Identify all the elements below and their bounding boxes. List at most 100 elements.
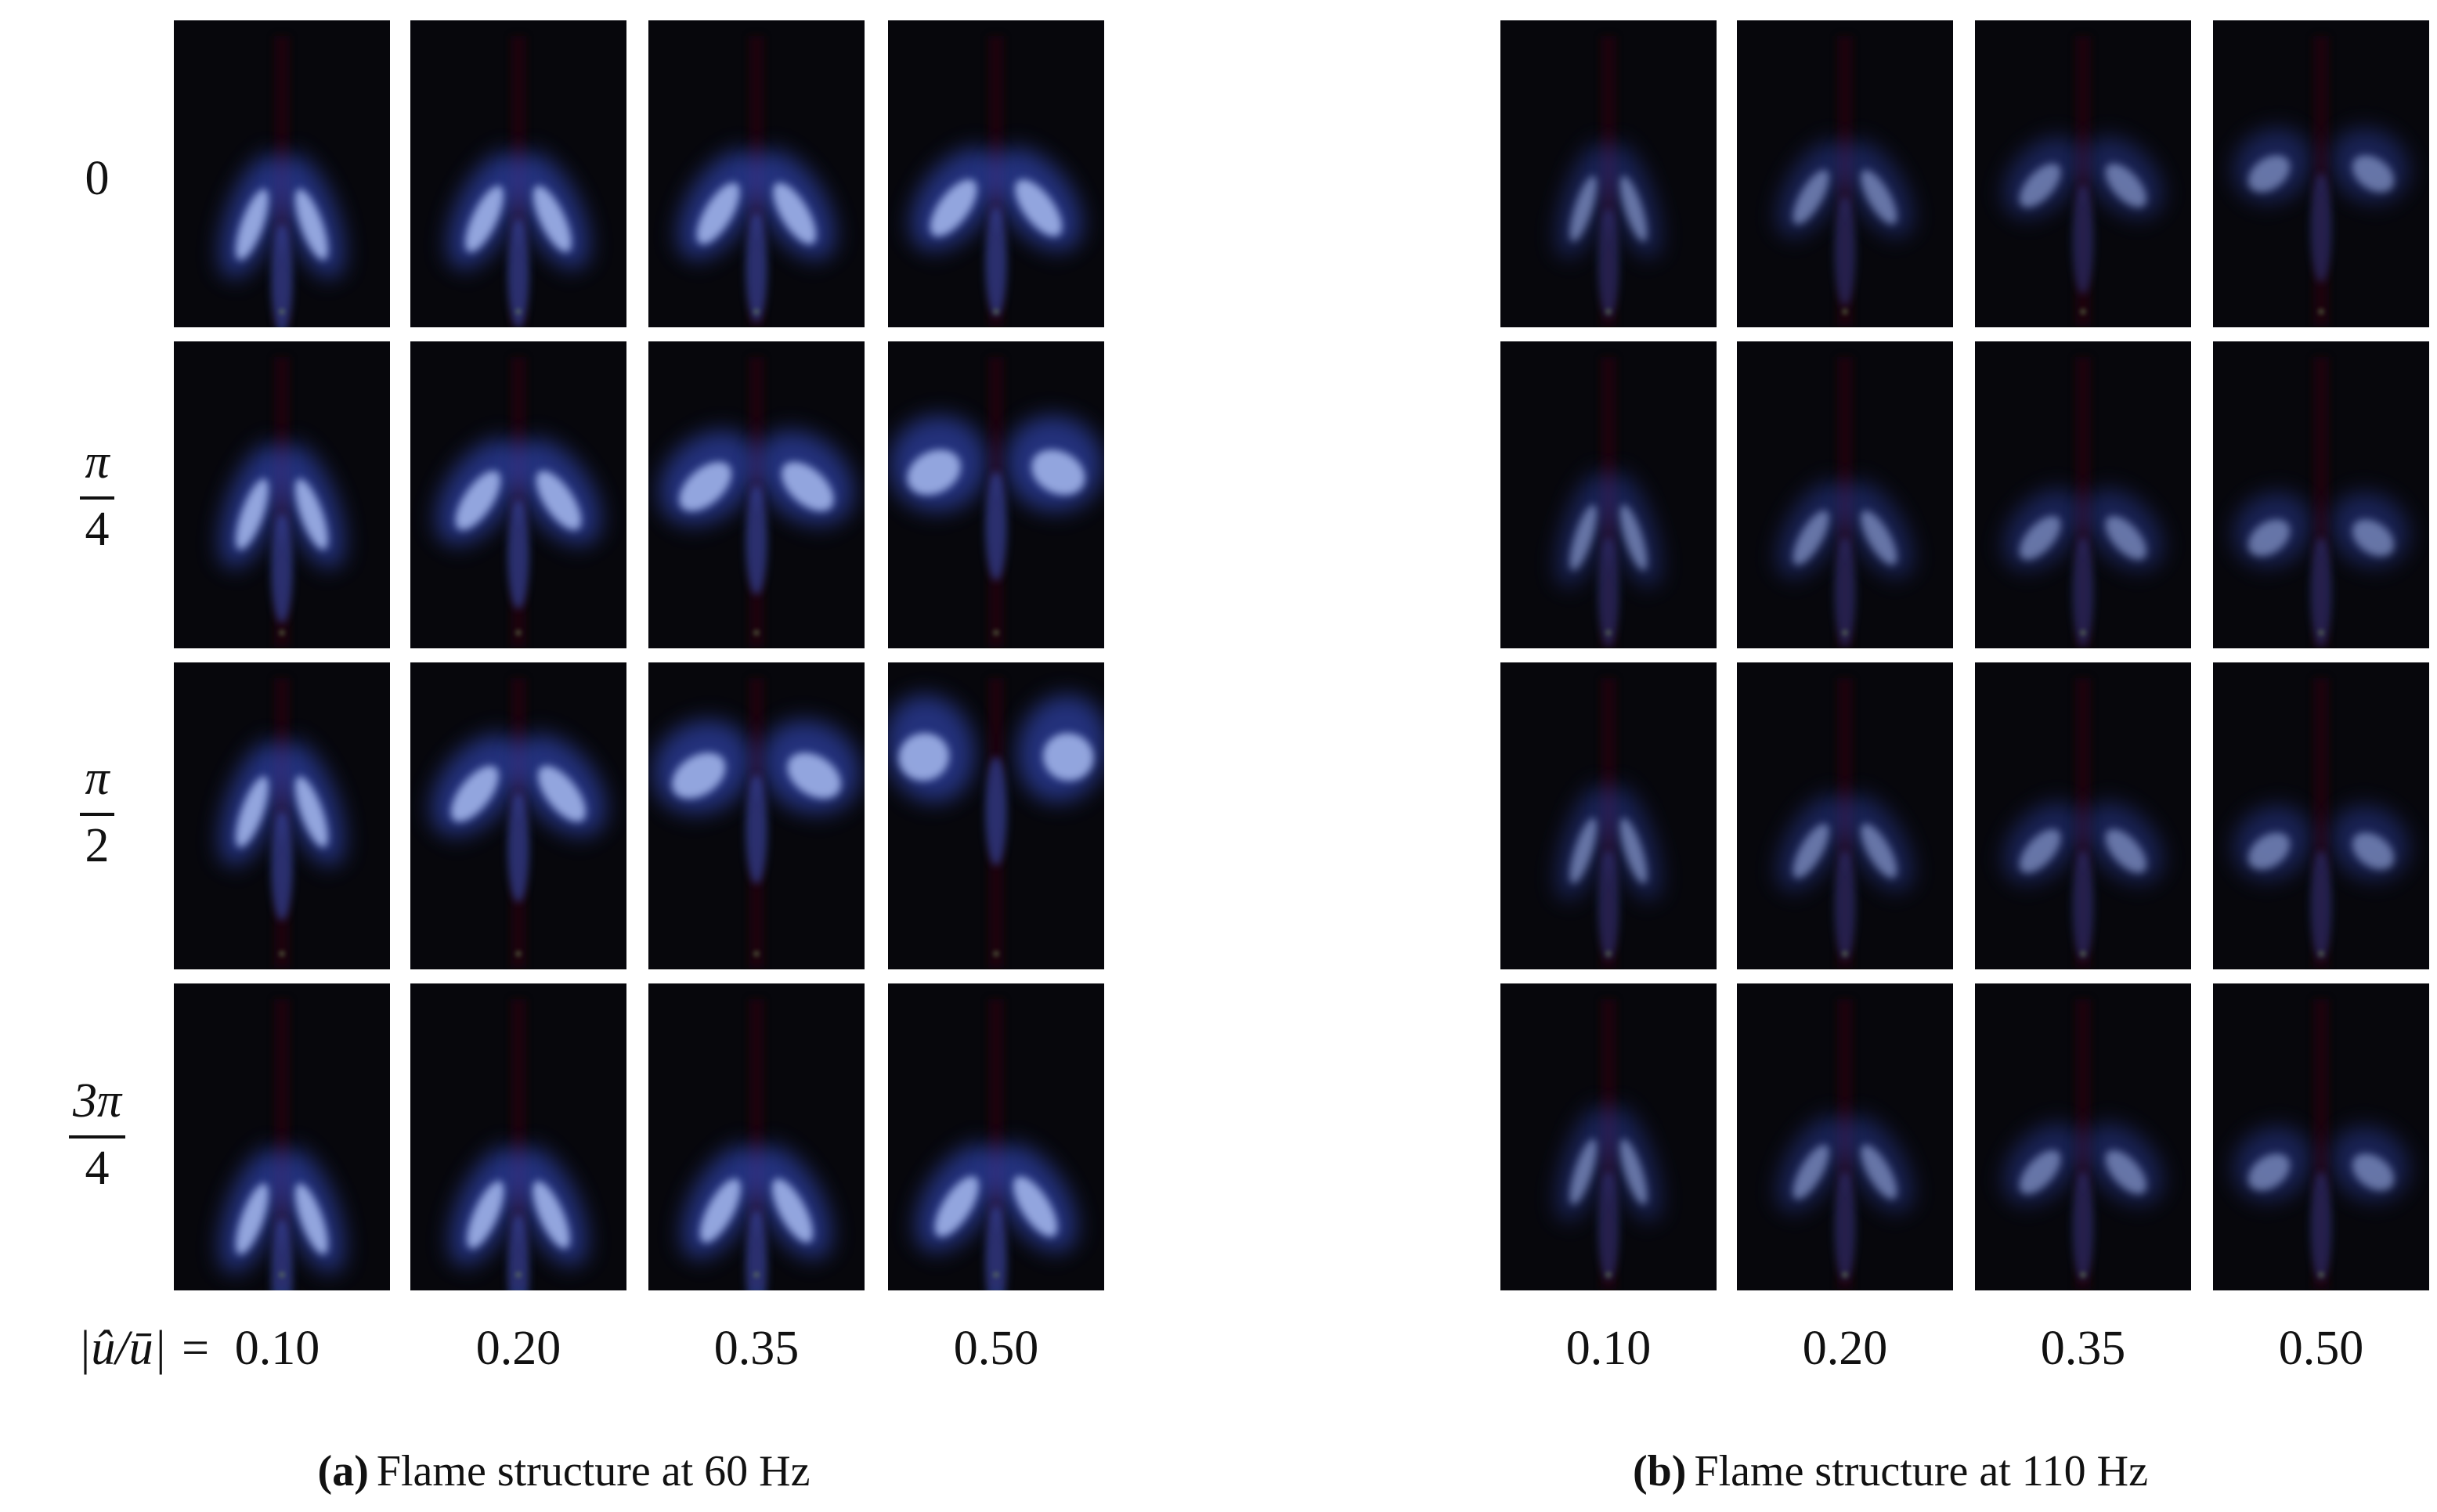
flame-stem bbox=[271, 224, 293, 327]
flame-lobe-bright bbox=[699, 1178, 742, 1243]
flame-stem bbox=[2072, 850, 2094, 960]
flame-lobe-bright bbox=[236, 1183, 269, 1255]
flame-image bbox=[174, 341, 390, 648]
flame-lobe-bright bbox=[2019, 163, 2061, 207]
row-label-numerator: π bbox=[85, 435, 110, 489]
flame-base bbox=[515, 309, 522, 315]
flame-stem bbox=[2310, 173, 2332, 283]
flame-lobe-bright bbox=[1861, 170, 1897, 225]
flame-image bbox=[1975, 20, 2191, 327]
flame-base bbox=[2318, 1272, 2324, 1278]
flame-base bbox=[753, 951, 760, 957]
flame-image bbox=[410, 662, 626, 969]
flame-base bbox=[993, 630, 999, 636]
flame-stem bbox=[985, 471, 1007, 581]
flame-lobe-bright bbox=[536, 471, 582, 530]
flame-lobe-bright bbox=[696, 182, 740, 244]
flame-image bbox=[648, 662, 865, 969]
flame-lobe-bright bbox=[294, 189, 328, 261]
flame-base bbox=[993, 951, 999, 957]
caption-label: (b) bbox=[1633, 1447, 1686, 1496]
flame-lobe-bright bbox=[450, 766, 499, 822]
flame-lobe-bright bbox=[236, 478, 269, 550]
column-label: 0.50 bbox=[954, 1322, 1039, 1375]
flame-lobe-bright bbox=[2247, 1153, 2291, 1191]
flame-stem bbox=[507, 218, 529, 327]
flame-image bbox=[648, 983, 865, 1290]
column-label: 0.35 bbox=[714, 1322, 800, 1375]
flame-image bbox=[1975, 662, 2191, 969]
flame-stem bbox=[985, 1205, 1007, 1290]
flame-base bbox=[1842, 309, 1848, 315]
flame-base bbox=[279, 309, 285, 315]
flame-base bbox=[753, 1272, 760, 1278]
flame-lobe-bright bbox=[1793, 824, 1829, 879]
flame-lobe-bright bbox=[236, 776, 269, 848]
flame-lobe-bright bbox=[2352, 1153, 2395, 1191]
row-label: 0 bbox=[85, 152, 110, 205]
flame-lobe-bright bbox=[2105, 515, 2147, 560]
column-label: 0.10 bbox=[235, 1322, 320, 1375]
flame-lobe-bright bbox=[1015, 179, 1063, 236]
flame-base bbox=[1842, 1272, 1848, 1278]
row-label-numerator: π bbox=[85, 752, 110, 805]
flame-lobe-bright bbox=[773, 182, 817, 244]
flame-base bbox=[1605, 309, 1612, 315]
flame-image bbox=[1737, 341, 1953, 648]
caption: (b) Flame structure at 110 Hz bbox=[1633, 1447, 2148, 1496]
flame-base bbox=[1842, 951, 1848, 957]
flame-image bbox=[174, 983, 390, 1290]
flame-lobe-bright bbox=[787, 752, 841, 799]
flame-stem bbox=[507, 792, 529, 903]
flame-image bbox=[410, 983, 626, 1290]
flame-lobe-bright bbox=[907, 449, 961, 496]
flame-lobe-bright bbox=[2105, 163, 2147, 207]
flame-base bbox=[2080, 951, 2086, 957]
amplitude-label: |û/ū| = bbox=[78, 1322, 211, 1375]
flame-stem bbox=[2072, 185, 2094, 294]
flame-lobe-bright bbox=[533, 1181, 570, 1249]
flame-stem bbox=[1834, 1171, 1856, 1281]
flame-image bbox=[1737, 983, 1953, 1290]
flame-stem bbox=[507, 500, 529, 609]
column-label: 0.10 bbox=[1566, 1322, 1652, 1375]
flame-image bbox=[648, 341, 865, 648]
flame-stem bbox=[1598, 1171, 1619, 1281]
flame-image bbox=[2213, 341, 2429, 648]
flame-image bbox=[174, 20, 390, 327]
flame-lobe-bright bbox=[1569, 1139, 1598, 1205]
column-label: 0.35 bbox=[2041, 1322, 2126, 1375]
flame-stem bbox=[746, 212, 767, 323]
column-label: 0.50 bbox=[2279, 1322, 2364, 1375]
row-label-denominator: 4 bbox=[85, 503, 110, 556]
flame-lobe-bright bbox=[679, 461, 732, 511]
flame-image bbox=[888, 983, 1104, 1290]
flame-stem bbox=[507, 1214, 529, 1290]
flame-stem bbox=[1598, 208, 1619, 318]
flame-image bbox=[1737, 20, 1953, 327]
flame-lobe-bright bbox=[2352, 155, 2395, 193]
flame-image bbox=[648, 20, 865, 327]
flame-stem bbox=[746, 1210, 767, 1290]
flame-base bbox=[1842, 630, 1848, 636]
flame-base bbox=[279, 630, 285, 636]
row-label-denominator: 4 bbox=[85, 1142, 110, 1195]
flame-lobe-bright bbox=[538, 766, 587, 822]
flame-image bbox=[1975, 341, 2191, 648]
flame-stem bbox=[746, 774, 767, 885]
flame-lobe-bright bbox=[2247, 519, 2291, 557]
flame-lobe-bright bbox=[1031, 449, 1085, 496]
flame-image bbox=[174, 662, 390, 969]
flame-lobe-bright bbox=[294, 478, 328, 550]
flame-lobe-bright bbox=[465, 186, 504, 253]
column-label: 0.20 bbox=[476, 1322, 561, 1375]
flame-image bbox=[410, 341, 626, 648]
flame-lobe-bright bbox=[533, 186, 572, 253]
flame-image bbox=[2213, 662, 2429, 969]
flame-lobe-bright bbox=[898, 733, 950, 781]
caption-text: Flame structure at 60 Hz bbox=[377, 1447, 811, 1496]
flame-image bbox=[1500, 983, 1717, 1290]
flame-lobe-bright bbox=[1619, 1139, 1648, 1205]
flame-lobe-bright bbox=[672, 752, 726, 799]
